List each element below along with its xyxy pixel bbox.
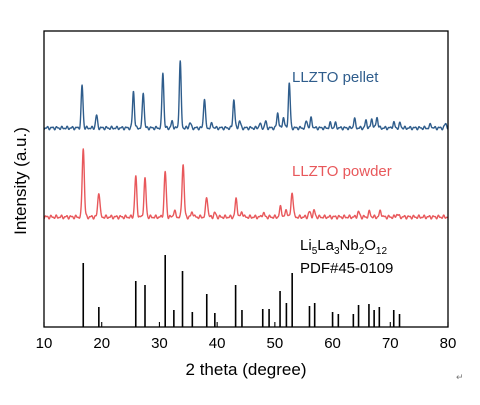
x-axis-title: 2 theta (degree)	[186, 360, 307, 379]
x-tick-label: 20	[93, 335, 110, 352]
x-tick-label: 40	[209, 335, 226, 352]
legend-llzto-pellet: LLZTO pellet	[292, 69, 379, 86]
x-tick-label: 70	[382, 335, 399, 352]
reference-formula: Li5La3Nb2O12	[300, 237, 387, 257]
x-axis-ticks: 10 20 30 40 50 60 70 80	[36, 322, 457, 352]
reference-card: PDF#45-0109	[300, 260, 393, 277]
series-layer	[43, 60, 449, 220]
legend-llzto-powder: LLZTO powder	[292, 163, 392, 180]
x-tick-label: 60	[324, 335, 341, 352]
x-tick-label: 30	[151, 335, 168, 352]
x-tick-label: 10	[36, 335, 53, 352]
x-tick-label: 80	[440, 335, 457, 352]
x-tick-label: 50	[267, 335, 284, 352]
series-llzto-powder-line	[43, 148, 449, 220]
reference-lines	[82, 255, 401, 327]
y-axis-title: Intensity (a.u.)	[11, 127, 30, 235]
series-llzto-pellet-line	[43, 60, 449, 131]
plot-frame	[43, 30, 449, 328]
return-mark: ↵	[456, 372, 464, 382]
